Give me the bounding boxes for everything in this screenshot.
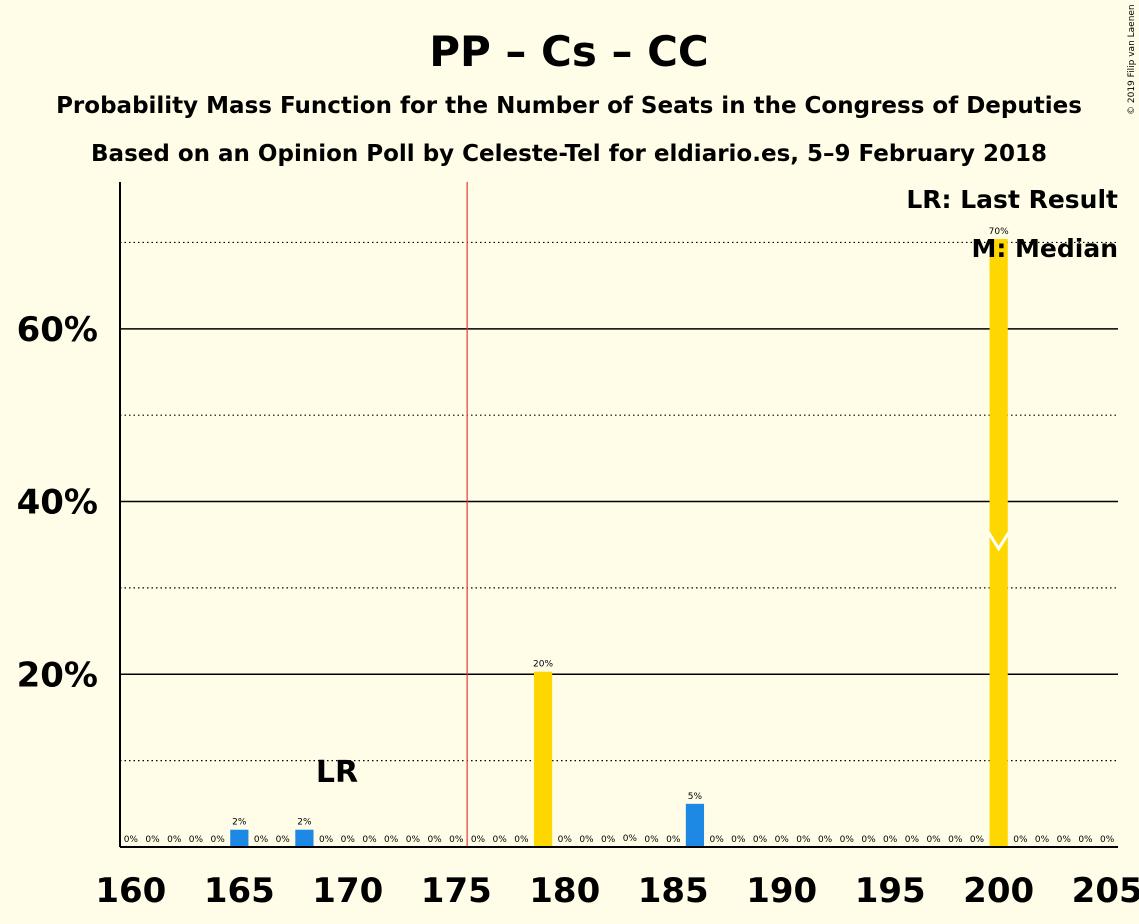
last-result-marker: LR xyxy=(316,755,358,790)
bar-value-label: 0% xyxy=(970,835,985,845)
median-marker xyxy=(987,531,1010,552)
bar-value-label: 0% xyxy=(666,835,681,845)
markers-group: LR xyxy=(316,531,1010,790)
bars-group xyxy=(230,239,1008,847)
bar-value-label: 0% xyxy=(775,835,790,845)
bar-value-label: 0% xyxy=(926,835,941,845)
bar xyxy=(230,829,249,847)
bar-value-label: 0% xyxy=(883,835,898,845)
bar-value-label: 0% xyxy=(1013,835,1028,845)
x-tick-label: 195 xyxy=(855,871,926,911)
bar-value-label: 0% xyxy=(948,835,963,845)
bar-value-label: 0% xyxy=(1100,835,1115,845)
y-tick-label: 20% xyxy=(17,655,98,695)
bar-value-label: 0% xyxy=(840,835,855,845)
bar-value-label: 0% xyxy=(276,835,291,845)
bar-value-label: 0% xyxy=(1057,835,1072,845)
bar-value-label: 0% xyxy=(1035,835,1050,845)
bar-value-label: 20% xyxy=(533,660,553,670)
bar xyxy=(533,671,553,847)
chart-title: PP – Cs – CC xyxy=(429,27,709,76)
y-tick-label: 60% xyxy=(17,310,98,350)
y-tick-label: 40% xyxy=(17,483,98,523)
bar xyxy=(295,829,314,847)
bar-value-label: 0% xyxy=(406,835,421,845)
copyright-notice: © 2019 Filip van Laenen xyxy=(1127,4,1137,115)
bar-value-label: 0% xyxy=(362,835,377,845)
bar xyxy=(685,803,705,847)
bar-value-label: 2% xyxy=(297,818,312,828)
bar-value-label: 0% xyxy=(601,835,616,845)
x-tick-label: 190 xyxy=(746,871,817,911)
x-tick-label: 165 xyxy=(204,871,275,911)
bar-value-label: 5% xyxy=(688,792,703,802)
bar-value-label: 0% xyxy=(124,835,139,845)
gridlines: 20% 40% 60% xyxy=(17,182,1118,847)
bar-value-label: 0% xyxy=(558,835,573,845)
bar xyxy=(989,239,1008,847)
bar-value-label: 0% xyxy=(1078,835,1093,845)
bar-value-label: 0% xyxy=(384,835,399,845)
legend-median: M: Median xyxy=(971,234,1118,263)
bar-value-label: 0% xyxy=(254,835,269,845)
bar-value-label: 0% xyxy=(145,835,160,845)
bar-value-label: 0% xyxy=(341,835,356,845)
bar-value-label: 0% xyxy=(796,835,811,845)
chart-subtitle-2: Based on an Opinion Poll by Celeste-Tel … xyxy=(91,141,1047,167)
axes-group: 160 165 170 175 180 185 190 195 200 205 xyxy=(95,182,1139,911)
bar-value-label: 0% xyxy=(514,835,529,845)
bar-value-label: 0% xyxy=(319,835,334,845)
x-tick-label: 170 xyxy=(312,871,383,911)
bar-value-label: 0% xyxy=(471,835,486,845)
legend-last-result: LR: Last Result xyxy=(906,185,1118,214)
bar-value-label: 0% xyxy=(493,835,508,845)
bar-value-label: 0% xyxy=(905,835,920,845)
bar-value-label: 0% xyxy=(427,835,442,845)
x-tick-label: 175 xyxy=(421,871,492,911)
bar-value-label: 0% xyxy=(818,835,833,845)
bar-value-label: 2% xyxy=(232,818,247,828)
bar-value-label: 0% xyxy=(644,835,659,845)
x-tick-label: 205 xyxy=(1072,871,1139,911)
x-tick-label: 180 xyxy=(529,871,600,911)
bar-value-label: 0% xyxy=(167,835,182,845)
bar-value-label: 0% xyxy=(709,835,724,845)
bar-value-label: 70% xyxy=(989,227,1009,237)
bar-value-label: 0% xyxy=(623,834,638,844)
bar-labels-group: 0% 0% 0% 0% 0% 2% 0% 0% 2% 0% 0% 0% 0% 0% 0% 0% 0% 0% 0% 20… xyxy=(124,227,1115,845)
bar-value-label: 0% xyxy=(449,835,464,845)
bar-value-label: 0% xyxy=(753,835,768,845)
bar-value-label: 0% xyxy=(861,835,876,845)
bar-value-label: 0% xyxy=(579,835,594,845)
chart-subtitle-1: Probability Mass Function for the Number… xyxy=(56,93,1082,119)
bar-value-label: 0% xyxy=(210,835,225,845)
bar-value-label: 0% xyxy=(731,835,746,845)
x-tick-label: 200 xyxy=(963,871,1034,911)
x-tick-label: 185 xyxy=(638,871,709,911)
x-tick-label: 160 xyxy=(95,871,166,911)
bar-value-label: 0% xyxy=(189,835,204,845)
